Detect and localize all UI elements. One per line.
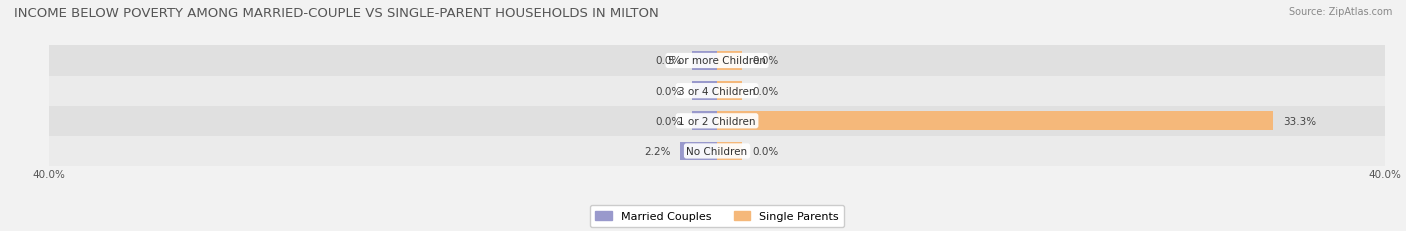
Text: 0.0%: 0.0% [655,56,682,66]
Text: 0.0%: 0.0% [752,146,779,156]
Text: 0.0%: 0.0% [752,86,779,96]
Text: 1 or 2 Children: 1 or 2 Children [678,116,756,126]
Bar [692,52,717,70]
Text: INCOME BELOW POVERTY AMONG MARRIED-COUPLE VS SINGLE-PARENT HOUSEHOLDS IN MILTON: INCOME BELOW POVERTY AMONG MARRIED-COUPL… [14,7,659,20]
Text: 2.2%: 2.2% [644,146,671,156]
Bar [49,106,1385,136]
Bar [692,112,717,131]
Text: 3 or 4 Children: 3 or 4 Children [678,86,756,96]
Bar [692,82,717,100]
Text: 0.0%: 0.0% [752,56,779,66]
Bar [49,46,1385,76]
Text: Source: ZipAtlas.com: Source: ZipAtlas.com [1288,7,1392,17]
Bar [49,76,1385,106]
Text: 0.0%: 0.0% [655,86,682,96]
Bar [717,142,742,161]
Text: 5 or more Children: 5 or more Children [668,56,766,66]
Bar [717,82,742,100]
Bar [717,52,742,70]
Legend: Married Couples, Single Parents: Married Couples, Single Parents [589,205,845,227]
Bar [717,112,1272,131]
Text: No Children: No Children [686,146,748,156]
Text: 0.0%: 0.0% [655,116,682,126]
Bar [49,136,1385,166]
Text: 33.3%: 33.3% [1284,116,1316,126]
Bar [681,142,717,161]
